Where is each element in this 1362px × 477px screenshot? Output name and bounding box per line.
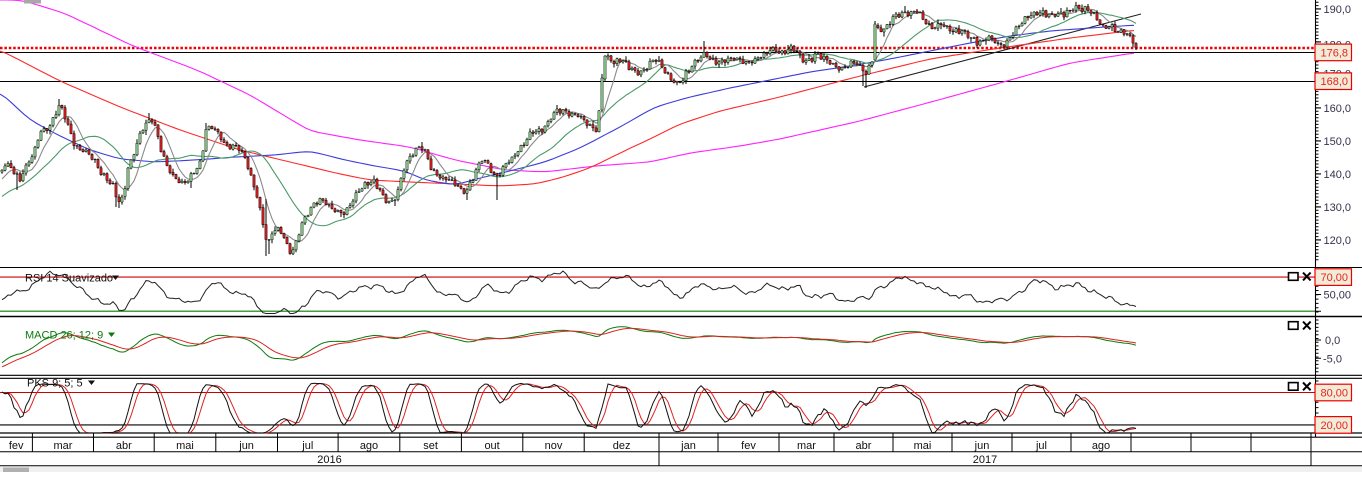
svg-text:150,0: 150,0	[1324, 136, 1352, 148]
svg-text:jan: jan	[680, 440, 696, 452]
svg-text:jun: jun	[974, 440, 990, 452]
svg-text:jul: jul	[1035, 440, 1047, 452]
svg-text:PKS 9; 5; 5: PKS 9; 5; 5	[27, 378, 83, 390]
svg-text:20,00: 20,00	[1321, 420, 1349, 432]
svg-text:jul: jul	[301, 440, 313, 452]
svg-text:fev: fev	[741, 440, 756, 452]
svg-text:130,0: 130,0	[1324, 202, 1352, 214]
svg-text:0,0: 0,0	[1325, 335, 1340, 347]
svg-text:jun: jun	[238, 440, 254, 452]
svg-text:ago: ago	[360, 440, 378, 452]
svg-text:80,00: 80,00	[1321, 388, 1349, 400]
svg-text:abr: abr	[116, 440, 132, 452]
svg-text:fev: fev	[9, 440, 24, 452]
svg-text:MACD 26; 12; 9: MACD 26; 12; 9	[25, 330, 103, 342]
svg-text:120,0: 120,0	[1324, 235, 1352, 247]
svg-text:mar: mar	[797, 440, 816, 452]
svg-text:2016: 2016	[317, 454, 341, 466]
svg-text:160,0: 160,0	[1324, 103, 1352, 115]
svg-text:set: set	[423, 440, 438, 452]
svg-text:-5,0: -5,0	[1323, 353, 1342, 365]
svg-text:mai: mai	[176, 440, 194, 452]
svg-text:mar: mar	[54, 440, 73, 452]
svg-text:190,0: 190,0	[1324, 4, 1352, 16]
svg-text:abr: abr	[856, 440, 872, 452]
svg-text:dez: dez	[613, 440, 631, 452]
svg-text:168,0: 168,0	[1321, 76, 1349, 88]
svg-text:RSI 14 Suavizado: RSI 14 Suavizado	[25, 273, 113, 285]
svg-text:70,00: 70,00	[1321, 272, 1349, 284]
svg-text:50,00: 50,00	[1324, 290, 1352, 302]
svg-text:mai: mai	[914, 440, 932, 452]
svg-text:out: out	[484, 440, 499, 452]
svg-text:176,8: 176,8	[1321, 47, 1349, 59]
svg-text:ago: ago	[1092, 440, 1110, 452]
svg-text:140,0: 140,0	[1324, 169, 1352, 181]
svg-text:2017: 2017	[973, 454, 997, 466]
svg-text:nov: nov	[545, 440, 563, 452]
